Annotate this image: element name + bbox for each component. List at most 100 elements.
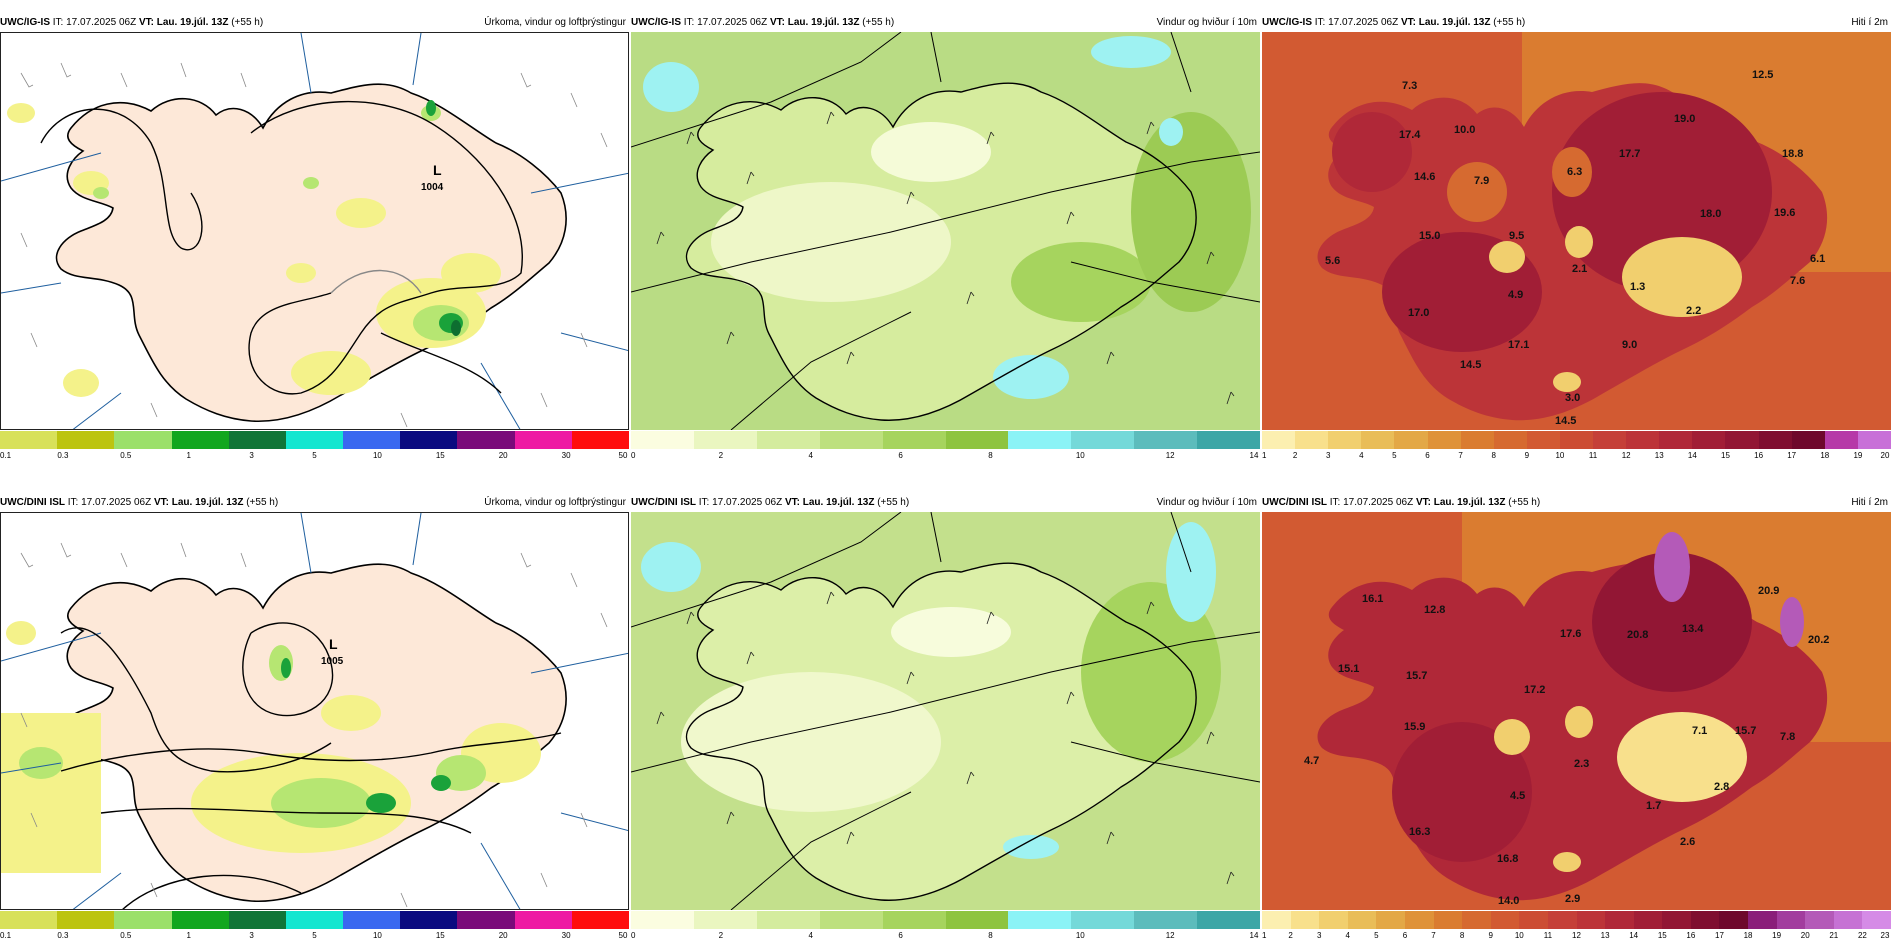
temperature-label: 7.1 [1692, 725, 1707, 737]
colorbar-swatch [571, 911, 630, 929]
colorbar-swatch [1262, 431, 1296, 449]
colorbar-tick: 5 [1374, 931, 1379, 940]
precip-map[interactable]: L 1004 [0, 32, 629, 430]
colorbar-tick: 18 [1820, 451, 1830, 460]
colorbar-swatch [1008, 431, 1072, 449]
colorbar-swatch [1493, 431, 1528, 449]
temperature-label: 9.0 [1622, 339, 1637, 351]
temperature-label: 16.8 [1497, 853, 1518, 865]
temperature-label: 2.3 [1574, 758, 1589, 770]
colorbar-tick: 6 [1425, 451, 1430, 460]
colorbar-tick: 4 [1359, 451, 1364, 460]
colorbar-tick: 14 [1249, 931, 1259, 940]
colorbar-swatch [0, 911, 58, 929]
lead-time: (+55 h) [246, 497, 279, 508]
colorbar-tick: 15 [1721, 451, 1730, 460]
colorbar-swatch [400, 431, 458, 449]
colorbar-tick: 6 [898, 451, 903, 460]
temperature-label: 19.6 [1774, 207, 1795, 219]
temperature-label: 5.6 [1325, 255, 1340, 267]
colorbar-swatch [171, 911, 230, 929]
colorbar-swatch [1526, 431, 1561, 449]
colorbar-swatch [1776, 911, 1806, 929]
colorbar-swatch [1394, 431, 1428, 449]
model-source: UWC/DINI ISL [631, 497, 696, 508]
precip-map[interactable]: L 1005 [0, 512, 629, 910]
temperature-label: 15.0 [1419, 230, 1440, 242]
colorbar-tick: 2 [718, 931, 724, 940]
valid-time: VT: Lau. 19.júl. 13Z [1415, 497, 1506, 508]
colorbar-tick: 15 [435, 931, 445, 940]
colorbar-swatch [693, 911, 758, 929]
colorbar-tick: 19 [1853, 451, 1863, 460]
temperature-label: 17.7 [1619, 148, 1640, 160]
colorbar-swatch [1008, 911, 1072, 929]
init-time: IT: 17.07.2025 06Z [1329, 497, 1414, 508]
colorbar-swatch [819, 911, 884, 929]
colorbar-tick: 13 [1654, 451, 1664, 460]
colorbar-swatch [693, 431, 758, 449]
colorbar-swatch [1295, 431, 1329, 449]
colorbar-swatch [1805, 911, 1835, 929]
colorbar-swatch [819, 431, 884, 449]
temperature-label: 10.0 [1454, 124, 1475, 136]
colorbar-tick: 10 [1555, 451, 1565, 460]
temperature-label: 19.0 [1674, 113, 1695, 125]
colorbar-tick: 14 [1629, 931, 1639, 940]
temperature-label: 12.5 [1752, 69, 1773, 81]
panel-title: Hiti í 2m [1851, 17, 1888, 28]
colorbar-swatch [1071, 431, 1135, 449]
colorbar-tick: 0.3 [57, 931, 69, 940]
colorbar-tick: 13 [1600, 931, 1610, 940]
colorbar-tick: 0.5 [120, 451, 132, 460]
colorbar-swatch [1725, 431, 1760, 449]
colorbar-tick: 10 [1514, 931, 1524, 940]
colorbar-tick: 0 [631, 931, 636, 940]
model-source: UWC/IG-IS [631, 17, 681, 28]
valid-time: VT: Lau. 19.júl. 13Z [153, 497, 244, 508]
lead-time: (+55 h) [231, 17, 264, 28]
colorbar-tick: 6 [898, 931, 903, 940]
colorbar-swatch [514, 431, 573, 449]
temperature-map[interactable]: 16.1 12.8 17.6 20.8 20.9 20.2 13.4 15.1 15.7 17.2… [1262, 512, 1891, 910]
colorbar-tick: 3 [1316, 931, 1322, 940]
temperature-labels: 7.3 10.0 17.4 14.6 7.9 6.3 17.7 19.0 12.5 18.8 18.… [1325, 69, 1825, 427]
colorbar-swatch [1347, 911, 1377, 929]
temperature-label: 20.8 [1627, 629, 1648, 641]
colorbar-tick: 9 [1488, 931, 1493, 940]
wind-colorbar: 0 2 4 6 8 10 12 14 [631, 431, 1261, 460]
colorbar-swatch [1262, 911, 1292, 929]
model-source: UWC/DINI ISL [1262, 497, 1327, 508]
temperature-label: 2.6 [1680, 836, 1695, 848]
colorbar-swatch [1290, 911, 1320, 929]
colorbar-swatch [1134, 911, 1198, 929]
model-source: UWC/IG-IS [0, 17, 50, 28]
panel-header: UWC/DINI ISL IT: 17.07.2025 06Z VT: Lau.… [631, 496, 1260, 510]
low-pressure-letter: L [433, 162, 442, 178]
colorbar-tick: 14 [1687, 451, 1697, 460]
temperature-label: 15.9 [1404, 721, 1425, 733]
temperature-label: 4.7 [1304, 755, 1319, 767]
temperature-label: 13.4 [1682, 623, 1704, 635]
temperature-map[interactable]: 7.3 10.0 17.4 14.6 7.9 6.3 17.7 19.0 12.5 18.8 18.… [1262, 32, 1891, 430]
temperature-label: 18.8 [1782, 148, 1803, 160]
colorbar-swatch [1633, 911, 1663, 929]
colorbar-tick: 12 [1165, 451, 1175, 460]
lead-time: (+55 h) [877, 497, 910, 508]
panel-temp-igis: UWC/IG-IS IT: 17.07.2025 06Z VT: Lau. 19… [1262, 16, 1892, 460]
temperature-label: 12.8 [1424, 604, 1445, 616]
wind-map-svg [631, 32, 1260, 430]
colorbar-swatch [1404, 911, 1435, 929]
temperature-map-svg: 7.3 10.0 17.4 14.6 7.9 6.3 17.7 19.0 12.5 18.8 18.… [1262, 32, 1891, 430]
temperature-label: 6.1 [1810, 253, 1825, 265]
colorbar-swatch [1134, 431, 1198, 449]
colorbar-tick: 7 [1431, 931, 1436, 940]
colorbar-tick: 0.1 [0, 451, 12, 460]
init-time: IT: 17.07.2025 06Z [698, 497, 783, 508]
panel-header: UWC/IG-IS IT: 17.07.2025 06Z VT: Lau. 19… [1262, 16, 1891, 30]
wind-map[interactable] [631, 512, 1260, 910]
valid-time: VT: Lau. 19.júl. 13Z [769, 17, 860, 28]
wind-map[interactable] [631, 32, 1260, 430]
colorbar-swatch [756, 911, 821, 929]
temperature-label: 14.6 [1414, 171, 1435, 183]
